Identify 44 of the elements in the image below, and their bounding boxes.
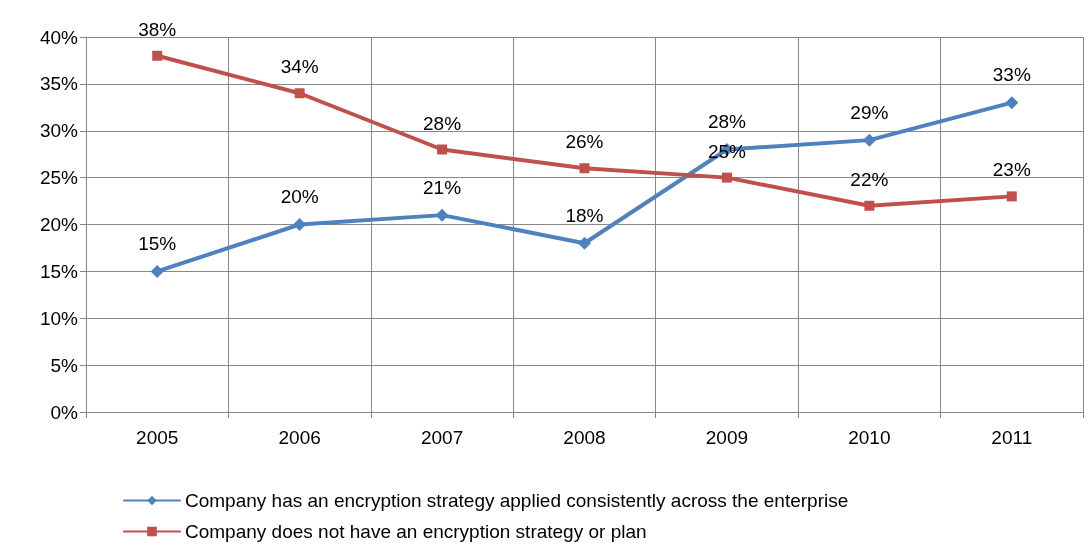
y-tick-label: 10%	[39, 307, 79, 329]
data-label: 28%	[423, 112, 462, 134]
data-label: 28%	[707, 111, 747, 132]
legend-label: Company does not have an encryption strategy or plan	[185, 521, 647, 542]
data-label: 23%	[992, 159, 1031, 181]
y-tick-label: 35%	[39, 73, 79, 95]
data-label: 21%	[423, 176, 462, 198]
data-label: 38%	[138, 18, 177, 40]
point	[150, 264, 164, 278]
point	[721, 172, 732, 183]
x-tick-label: 2005	[136, 427, 179, 448]
point	[579, 163, 590, 174]
y-tick-label: 5%	[50, 354, 79, 376]
point	[1005, 96, 1019, 110]
point	[435, 208, 449, 222]
y-tick-label: 25%	[39, 167, 79, 189]
y-tick-label: 30%	[39, 120, 79, 142]
legend-label: Company has an encryption strategy applied consistently across the enterprise	[185, 490, 849, 511]
point	[437, 144, 448, 155]
point	[578, 236, 591, 250]
y-tick-label: 15%	[39, 260, 79, 282]
y-tick-label: 40%	[39, 26, 79, 48]
point	[1006, 191, 1017, 202]
data-label: 26%	[565, 131, 604, 153]
x-tick-label: 2007	[420, 427, 464, 448]
x-tick-label: 2010	[848, 427, 891, 448]
x-tick-label: 2008	[563, 427, 606, 448]
x-tick-label: 2011	[991, 427, 1033, 448]
x-tick-label: 2009	[705, 427, 749, 448]
point	[864, 200, 875, 211]
y-tick-label: 20%	[39, 214, 79, 235]
y-tick-label: 0%	[50, 401, 79, 423]
data-label: 20%	[280, 186, 319, 207]
x-tick-label: 2006	[278, 427, 321, 448]
point	[293, 218, 307, 231]
point	[152, 50, 163, 61]
data-label: 34%	[280, 56, 319, 78]
data-label: 15%	[138, 232, 177, 254]
point	[862, 133, 876, 147]
data-label: 29%	[850, 101, 889, 123]
point	[294, 88, 305, 99]
data-label: 18%	[565, 204, 604, 226]
data-label: 33%	[992, 64, 1031, 86]
data-label: 22%	[850, 168, 889, 190]
